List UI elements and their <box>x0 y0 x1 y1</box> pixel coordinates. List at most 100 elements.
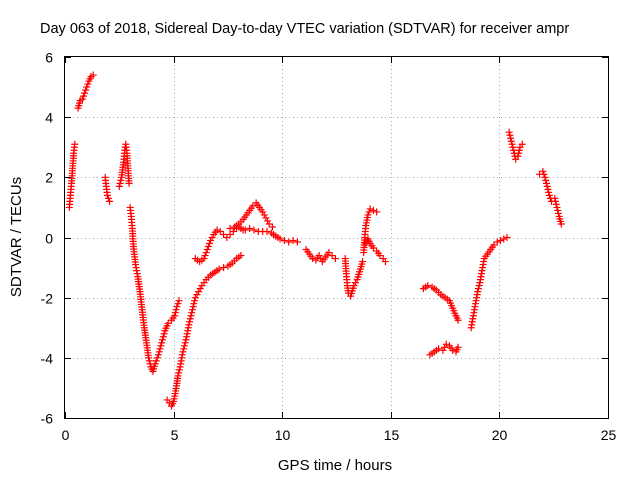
data-point-marker <box>553 203 561 211</box>
data-point-marker <box>82 86 90 94</box>
data-point-marker <box>164 319 172 327</box>
data-point-marker <box>328 252 336 260</box>
data-point-marker <box>505 128 513 136</box>
data-point-marker <box>153 354 161 362</box>
data-point-marker <box>364 211 372 219</box>
data-point-marker <box>539 167 547 175</box>
y-tick-label: 2 <box>45 170 53 186</box>
data-point-marker <box>125 179 133 187</box>
data-point-marker <box>186 315 194 323</box>
data-point-marker <box>317 255 325 263</box>
data-point-marker <box>454 343 462 351</box>
x-tick-label: 25 <box>601 427 617 443</box>
data-point-marker <box>115 182 123 190</box>
data-point-marker <box>543 182 551 190</box>
data-point-marker <box>441 343 449 351</box>
data-point-marker <box>189 303 197 311</box>
data-point-marker <box>552 197 560 205</box>
data-point-marker <box>154 351 162 359</box>
data-point-marker <box>350 282 358 290</box>
data-point-marker <box>508 140 516 148</box>
data-point-marker <box>174 372 182 380</box>
data-point-marker <box>226 230 234 238</box>
data-point-marker <box>250 226 258 234</box>
data-point-marker <box>369 244 377 252</box>
y-tick-label: -4 <box>41 351 54 367</box>
data-point-marker <box>205 240 213 248</box>
data-point-marker <box>203 246 211 254</box>
data-point-marker <box>157 342 165 350</box>
y-tick-label: 4 <box>45 110 53 126</box>
data-point-marker <box>191 297 199 305</box>
x-tick-label: 5 <box>171 427 179 443</box>
data-point-marker <box>89 71 97 79</box>
data-point-marker <box>315 252 323 260</box>
data-point-marker <box>331 255 339 263</box>
data-point-marker <box>220 264 228 272</box>
data-point-marker <box>71 140 79 148</box>
data-point-marker <box>518 140 526 148</box>
y-axis-label: SDTVAR / TECUs <box>8 177 25 297</box>
data-point-marker <box>220 230 228 238</box>
data-point-marker <box>182 336 190 344</box>
data-point-marker <box>500 235 508 243</box>
data-point-marker <box>285 238 293 246</box>
data-point-marker <box>265 220 273 228</box>
axis-ticks <box>65 57 609 419</box>
data-point-marker <box>554 206 562 214</box>
grid-lines <box>65 57 608 418</box>
data-point-marker <box>204 243 212 251</box>
data-point-marker <box>454 316 462 324</box>
data-point-marker <box>490 241 498 249</box>
data-point-marker <box>376 252 384 260</box>
data-point-marker <box>545 191 553 199</box>
data-point-marker <box>145 354 153 362</box>
data-point-marker <box>229 227 237 235</box>
data-point-marker <box>359 258 367 266</box>
data-point-marker <box>103 191 111 199</box>
data-point-marker <box>159 333 167 341</box>
data-point-marker <box>514 152 522 160</box>
data-point-marker <box>213 226 221 234</box>
data-point-marker <box>175 366 183 374</box>
data-point-marker <box>325 249 333 257</box>
data-series-sdtvar <box>65 71 565 410</box>
x-axis-tick-labels: 0 5 10 15 20 25 <box>62 427 617 443</box>
data-point-marker <box>263 227 271 235</box>
data-point-marker <box>366 205 374 213</box>
data-point-marker <box>475 282 483 290</box>
data-point-marker <box>84 80 92 88</box>
data-point-marker <box>174 300 182 308</box>
data-point-marker <box>181 339 189 347</box>
data-point-marker <box>554 209 562 217</box>
data-point-marker <box>185 321 193 329</box>
data-point-marker <box>79 92 87 100</box>
data-point-marker <box>381 258 389 266</box>
data-point-marker <box>180 342 188 350</box>
x-tick-label: 10 <box>275 427 291 443</box>
data-point-marker <box>152 357 160 365</box>
data-point-marker <box>264 217 272 225</box>
data-point-marker <box>540 170 548 178</box>
data-point-marker <box>191 294 199 302</box>
data-point-marker <box>180 345 188 353</box>
data-point-marker <box>188 309 196 317</box>
data-point-marker <box>280 237 288 245</box>
data-point-marker <box>496 237 504 245</box>
data-point-marker <box>202 249 210 257</box>
data-point-marker <box>542 176 550 184</box>
data-point-marker <box>195 288 203 296</box>
data-point-marker <box>551 194 559 202</box>
data-point-marker <box>171 309 179 317</box>
y-tick-label: 6 <box>45 50 53 66</box>
plot-frame <box>64 56 609 419</box>
y-tick-label: 0 <box>45 231 53 247</box>
data-point-marker <box>223 234 231 241</box>
data-point-marker <box>208 234 216 241</box>
data-point-marker <box>155 348 163 356</box>
data-point-marker <box>104 194 112 202</box>
data-point-marker <box>201 252 209 260</box>
x-tick-label: 15 <box>384 427 400 443</box>
data-point-marker <box>193 291 201 299</box>
x-tick-label: 0 <box>62 427 70 443</box>
